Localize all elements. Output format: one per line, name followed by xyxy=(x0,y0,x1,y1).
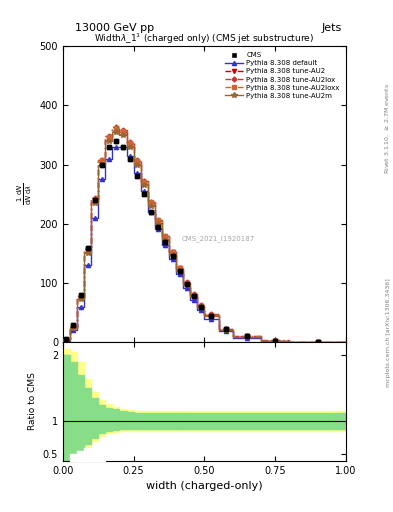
Y-axis label: Ratio to CMS: Ratio to CMS xyxy=(28,373,37,431)
Legend: CMS, Pythia 8.308 default, Pythia 8.308 tune-AU2, Pythia 8.308 tune-AU2lox, Pyth: CMS, Pythia 8.308 default, Pythia 8.308 … xyxy=(222,50,342,101)
Title: Width$\lambda\_1^1$ (charged only) (CMS jet substructure): Width$\lambda\_1^1$ (charged only) (CMS … xyxy=(94,32,314,46)
Y-axis label: $\frac{1}{\mathrm{d}N}\frac{\mathrm{d}N}{\mathrm{d}\lambda}$: $\frac{1}{\mathrm{d}N}\frac{\mathrm{d}N}… xyxy=(16,183,34,205)
X-axis label: width (charged-only): width (charged-only) xyxy=(146,481,263,491)
Text: Rivet 3.1.10, $\geq$ 2.7M events: Rivet 3.1.10, $\geq$ 2.7M events xyxy=(384,82,391,174)
Text: CMS_2021_I1920187: CMS_2021_I1920187 xyxy=(182,235,255,242)
Text: 13000 GeV pp: 13000 GeV pp xyxy=(75,23,154,33)
Text: mcplots.cern.ch [arXiv:1306.3436]: mcplots.cern.ch [arXiv:1306.3436] xyxy=(386,279,391,387)
Text: Jets: Jets xyxy=(321,23,342,33)
